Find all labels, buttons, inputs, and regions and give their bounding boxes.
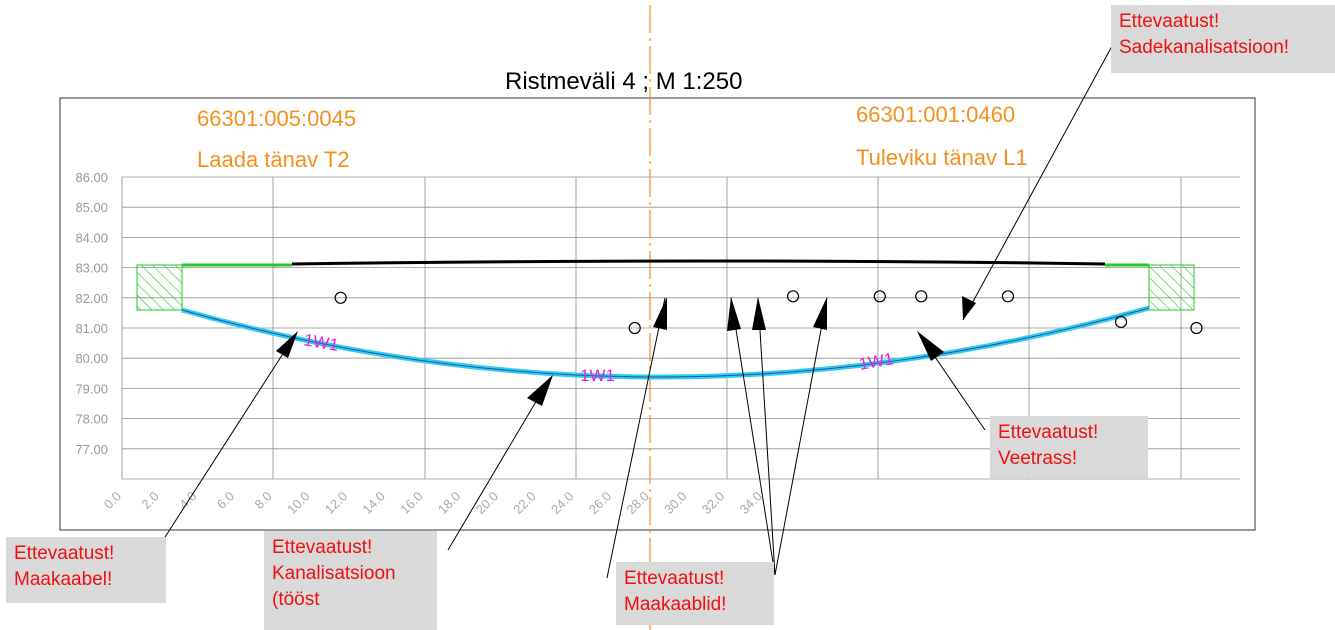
- x-tick-label: 8.0: [252, 489, 275, 512]
- right-curb-hatch: [1148, 264, 1195, 311]
- right-parcel-id: 66301:001:0460: [856, 102, 1016, 127]
- leader-line: [774, 297, 828, 576]
- y-tick-label: 79.00: [75, 381, 108, 396]
- warning-line: Ettevaatust!: [272, 537, 373, 558]
- utility-point-marker: [334, 291, 347, 304]
- warning-line: Maakaabel!: [14, 569, 113, 590]
- utility-points: [334, 290, 1203, 335]
- arrowhead: [752, 297, 766, 330]
- warning-line: Kanalisatsioon: [272, 563, 396, 584]
- x-tick-label: 26.0: [586, 489, 615, 518]
- road-surface-line: [291, 259, 1106, 266]
- left-curb-hatch: [136, 264, 183, 311]
- y-tick-label: 86.00: [75, 170, 108, 185]
- x-tick-label: 22.0: [510, 489, 539, 518]
- x-tick-label: 18.0: [435, 489, 464, 518]
- x-tick-label: 12.0: [322, 489, 351, 518]
- line-label-1w1: 1W1: [302, 330, 340, 355]
- warning-line: Ettevaatust!: [14, 543, 115, 564]
- line-label-1w1: 1W1: [580, 366, 615, 385]
- warning-kanalisatsioon: Ettevaatust! Kanalisatsioon (tööst: [264, 531, 437, 630]
- warning-veetrass: Ettevaatust! Veetrass!: [990, 416, 1148, 478]
- y-tick-label: 82.00: [75, 291, 108, 306]
- utility-point-marker: [873, 290, 886, 303]
- leader-line: [730, 297, 776, 576]
- y-tick-label: 81.00: [75, 321, 108, 336]
- warning-line: Ettevaatust!: [624, 568, 725, 589]
- x-tick-label: 2.0: [138, 489, 161, 512]
- warning-line: (tööst: [272, 589, 320, 610]
- utility-point-marker: [1190, 321, 1203, 335]
- y-tick-label: 78.00: [75, 412, 108, 427]
- arrowhead: [727, 297, 741, 331]
- line-label-1w1: 1W1: [857, 349, 895, 374]
- x-tick-label: 6.0: [214, 489, 237, 512]
- x-tick-labels: 0.0 2.0 4.0 6.0 8.0 10.0 12.0 14.0 16.0 18.0 20.0 2…: [101, 489, 765, 518]
- utility-point-marker: [786, 290, 800, 303]
- warning-line: Ettevaatust!: [1119, 11, 1220, 32]
- y-tick-label: 80.00: [75, 351, 108, 366]
- arrowhead: [962, 296, 976, 320]
- warning-maakaablid: Ettevaatust! Maakaablid!: [616, 562, 774, 625]
- x-tick-label: 20.0: [473, 489, 502, 518]
- leader-line: [962, 34, 1119, 321]
- warning-maakaabel: Ettevaatust! Maakaabel!: [6, 537, 166, 603]
- left-parcel-id: 66301:005:0045: [197, 106, 357, 131]
- utility-point-marker: [628, 321, 641, 335]
- page-title: Ristmeväli 4 ; M 1:250: [505, 68, 743, 95]
- arrowhead: [813, 297, 827, 330]
- arrowhead: [276, 331, 298, 358]
- arrowhead: [527, 375, 553, 406]
- warning-line: Maakaablid!: [624, 594, 727, 615]
- x-tick-label: 0.0: [101, 489, 124, 512]
- arrowheads: [276, 296, 976, 406]
- x-tick-label: 28.0: [623, 489, 652, 518]
- leader-line: [447, 377, 551, 551]
- utility-point-marker: [1114, 315, 1128, 329]
- utility-point-marker: [1001, 290, 1015, 303]
- warning-line: Veetrass!: [998, 448, 1078, 469]
- leader-line: [757, 297, 776, 576]
- utility-point-marker: [915, 290, 928, 303]
- leader-lines: [157, 34, 1119, 579]
- warning-line: Sadekanalisatsioon!: [1119, 37, 1290, 58]
- x-tick-label: 30.0: [661, 489, 690, 518]
- y-tick-labels: 86.00 85.00 84.00 83.00 82.00 81.00 80.00 79.00…: [75, 170, 108, 457]
- warning-line: Ettevaatust!: [998, 422, 1099, 443]
- y-tick-label: 85.00: [75, 200, 108, 215]
- x-tick-label: 34.0: [737, 489, 766, 518]
- right-street-name: Tuleviku tänav L1: [856, 145, 1028, 170]
- warning-sadekanalisatsioon: Ettevaatust! Sadekanalisatsioon!: [1111, 5, 1335, 73]
- x-tick-label: 32.0: [699, 489, 728, 518]
- drawing-frame: [59, 97, 1256, 531]
- x-tick-label: 24.0: [548, 489, 577, 518]
- leader-line: [606, 297, 666, 579]
- arrowhead: [653, 297, 667, 330]
- y-tick-label: 84.00: [75, 230, 108, 245]
- x-tick-label: 14.0: [360, 489, 389, 518]
- x-tick-label: 4.0: [176, 489, 199, 512]
- leader-line: [157, 334, 296, 549]
- x-tick-label: 10.0: [284, 489, 313, 518]
- y-tick-label: 77.00: [75, 442, 108, 457]
- cable-arc-inner: [181, 307, 1150, 378]
- x-tick-label: 16.0: [397, 489, 426, 518]
- arrowhead: [917, 331, 944, 361]
- y-tick-label: 83.00: [75, 261, 108, 276]
- left-street-name: Laada tänav T2: [197, 147, 350, 172]
